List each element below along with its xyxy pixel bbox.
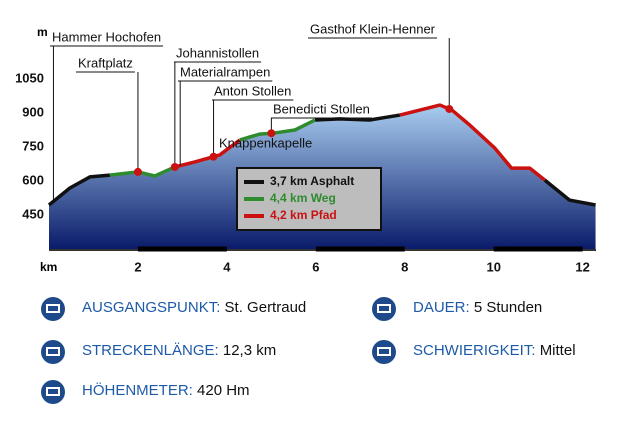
info-value: 12,3 km xyxy=(222,342,277,359)
info-item: STRECKENLÄNGE: 12,3 km xyxy=(82,342,276,359)
poi-marker xyxy=(209,152,218,161)
info-icon-glyph xyxy=(377,304,391,313)
info-icon xyxy=(372,297,396,321)
info-icon xyxy=(41,297,65,321)
info-icon-glyph xyxy=(377,347,391,356)
poi-marker xyxy=(170,162,179,171)
info-icon xyxy=(41,380,65,404)
legend-entry: 3,7 km Asphalt xyxy=(270,174,354,188)
legend-entry: 4,2 km Pfad xyxy=(270,208,337,222)
info-item: AUSGANGSPUNKT: St. Gertraud xyxy=(82,299,306,316)
info-item: HÖHENMETER: 420 Hm xyxy=(82,382,250,399)
y-axis-label: m xyxy=(37,25,48,39)
info-icon-glyph xyxy=(46,304,60,313)
annotation-label: Kraftplatz xyxy=(78,55,133,70)
y-tick-label: 750 xyxy=(22,138,44,153)
info-label: STRECKENLÄNGE: xyxy=(82,342,219,359)
annotation-label: Johannistollen xyxy=(176,45,259,60)
info-label: AUSGANGSPUNKT: xyxy=(82,299,221,316)
info-item: DAUER: 5 Stunden xyxy=(413,299,542,316)
info-icon-glyph xyxy=(46,347,60,356)
annotation-label: Anton Stollen xyxy=(214,83,291,98)
info-icon xyxy=(372,340,396,364)
surface-line xyxy=(174,103,546,182)
info-label: DAUER: xyxy=(413,299,470,316)
info-label: SCHWIERIGKEIT: xyxy=(413,342,536,359)
y-tick-label: 900 xyxy=(22,104,44,119)
x-tick-label: 6 xyxy=(312,259,319,274)
x-axis-label: km xyxy=(40,260,57,274)
surface-line xyxy=(47,113,596,207)
annotation-label: Materialrampen xyxy=(180,64,270,79)
info-item: SCHWIERIGKEIT: Mittel xyxy=(413,342,576,359)
info-icon xyxy=(41,340,65,364)
x-tick-label: 2 xyxy=(134,259,141,274)
info-label: HÖHENMETER: xyxy=(82,382,193,399)
poi-marker xyxy=(445,104,454,113)
x-tick-label: 12 xyxy=(575,259,589,274)
poi-marker xyxy=(133,167,142,176)
annotation-label: Knappenkapelle xyxy=(219,135,312,150)
legend-entry: 4,4 km Weg xyxy=(270,191,336,205)
x-tick-label: 8 xyxy=(401,259,408,274)
info-value: Mittel xyxy=(539,342,576,359)
x-tick-label: 10 xyxy=(486,259,500,274)
y-tick-label: 600 xyxy=(22,172,44,187)
info-icon-glyph xyxy=(46,387,60,396)
annotation-label: Benedicti Stollen xyxy=(273,101,370,116)
poi-marker xyxy=(267,129,276,138)
x-tick-label: 4 xyxy=(223,259,231,274)
annotation-label: Gasthof Klein-Henner xyxy=(310,21,436,36)
annotation-label: Hammer Hochofen xyxy=(52,29,161,44)
y-tick-label: 450 xyxy=(22,206,44,221)
info-value: St. Gertraud xyxy=(224,299,307,316)
info-value: 420 Hm xyxy=(197,382,250,399)
y-tick-label: 1050 xyxy=(15,70,44,85)
info-value: 5 Stunden xyxy=(473,299,543,316)
